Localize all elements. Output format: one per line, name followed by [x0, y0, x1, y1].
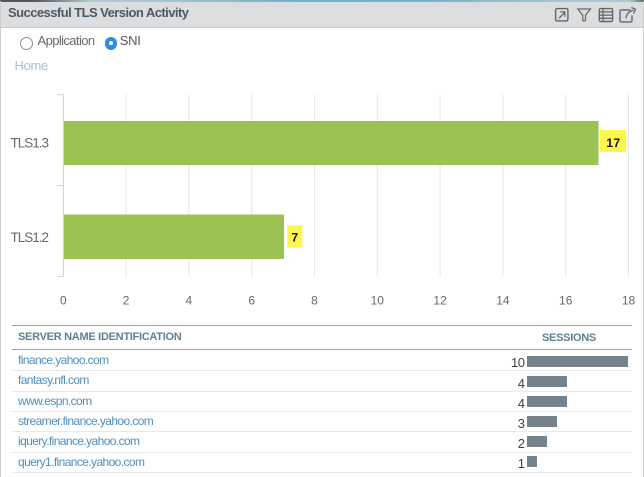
svg-text:8: 8: [311, 294, 318, 308]
svg-text:2: 2: [123, 294, 130, 308]
svg-text:10: 10: [371, 294, 385, 308]
svg-text:18: 18: [622, 294, 636, 308]
svg-text:7: 7: [291, 231, 298, 245]
svg-text:16: 16: [559, 294, 573, 308]
svg-text:17: 17: [606, 136, 620, 150]
svg-text:0: 0: [60, 294, 67, 308]
svg-text:TLS1.3: TLS1.3: [10, 135, 48, 150]
svg-text:6: 6: [248, 294, 255, 308]
svg-text:14: 14: [496, 294, 510, 308]
svg-text:4: 4: [186, 294, 193, 308]
svg-text:12: 12: [433, 294, 447, 308]
svg-text:TLS1.2: TLS1.2: [10, 230, 48, 245]
